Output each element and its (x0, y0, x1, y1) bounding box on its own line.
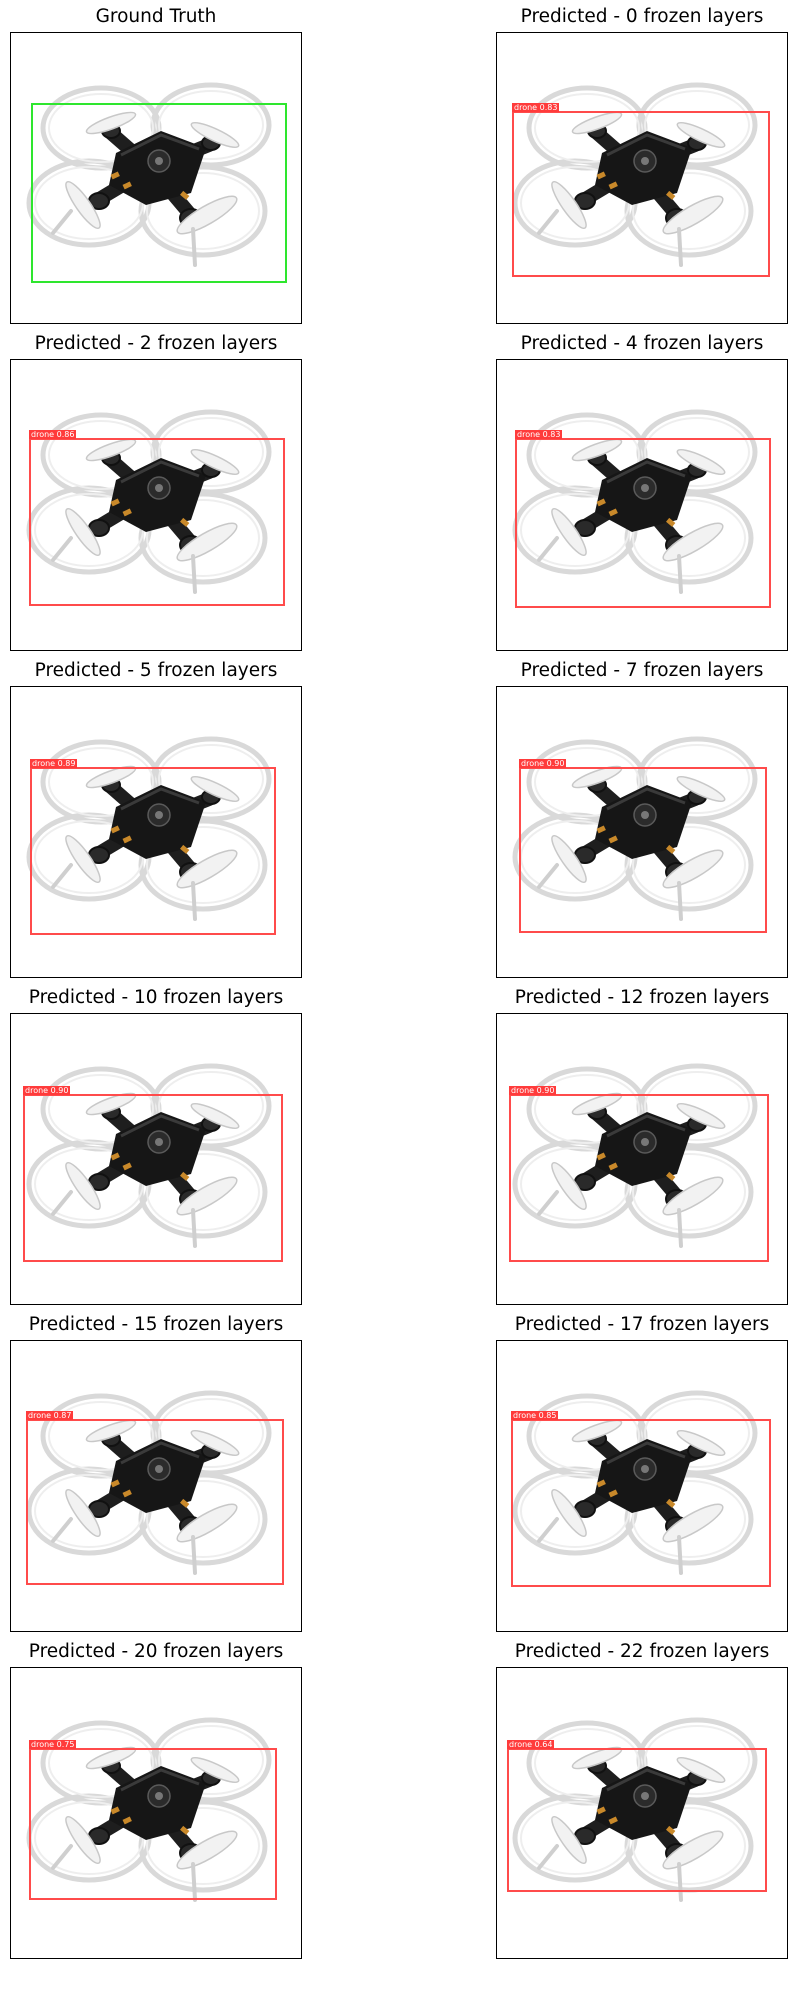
image-frame: drone 0.87 (10, 1340, 302, 1632)
drone-image (512, 1063, 758, 1248)
panel-title: Predicted - 20 frozen layers (28, 1641, 284, 1662)
confidence-label: drone 0.85 (511, 1411, 559, 1420)
panel-title: Predicted - 12 frozen layers (514, 987, 770, 1008)
image-frame: drone 0.85 (496, 1340, 788, 1632)
confidence-label: drone 0.86 (29, 430, 77, 439)
image-frame (10, 32, 302, 324)
confidence-label: drone 0.64 (507, 1740, 555, 1749)
drone-image (26, 82, 272, 267)
panel-prediction: Predicted - 0 frozen layers (496, 0, 788, 325)
panel-prediction: Predicted - 17 frozen layers (496, 1308, 788, 1633)
prediction-box: drone 0.64 (507, 1740, 767, 1892)
image-frame: drone 0.75 (10, 1667, 302, 1959)
prediction-box: drone 0.83 (512, 103, 770, 277)
drone-image (512, 409, 758, 594)
panel-prediction: Predicted - 5 frozen layers (10, 654, 302, 979)
prediction-box: drone 0.75 (29, 1740, 277, 1900)
image-frame: drone 0.83 (496, 359, 788, 651)
panel-title: Predicted - 7 frozen layers (520, 660, 764, 681)
confidence-label: drone 0.83 (512, 103, 560, 112)
panel-title: Predicted - 0 frozen layers (520, 6, 764, 27)
drone-image (26, 409, 272, 594)
prediction-box: drone 0.90 (519, 759, 767, 933)
prediction-box: drone 0.86 (29, 430, 285, 606)
confidence-label: drone 0.75 (29, 1740, 77, 1749)
drone-image (26, 1717, 272, 1902)
panel-title: Predicted - 10 frozen layers (28, 987, 284, 1008)
panel-prediction: Predicted - 7 frozen layers (496, 654, 788, 979)
panel-title: Predicted - 5 frozen layers (34, 660, 278, 681)
prediction-box: drone 0.89 (30, 759, 276, 935)
image-frame: drone 0.90 (496, 686, 788, 978)
confidence-label: drone 0.90 (519, 759, 567, 768)
image-frame: drone 0.64 (496, 1667, 788, 1959)
panel-title: Ground Truth (95, 6, 217, 27)
panel-prediction: Predicted - 12 frozen layers (496, 981, 788, 1306)
image-frame: drone 0.86 (10, 359, 302, 651)
drone-image (512, 1717, 758, 1902)
panel-prediction: Predicted - 10 frozen layers (10, 981, 302, 1306)
drone-image (26, 1390, 272, 1575)
image-frame: drone 0.89 (10, 686, 302, 978)
drone-image (512, 736, 758, 921)
panel-title: Predicted - 2 frozen layers (34, 333, 278, 354)
panel-prediction: Predicted - 22 frozen layers (496, 1635, 788, 1960)
drone-image (512, 1390, 758, 1575)
panel-prediction: Predicted - 2 frozen layers (10, 327, 302, 652)
prediction-box: drone 0.90 (509, 1086, 769, 1262)
confidence-label: drone 0.87 (26, 1411, 74, 1420)
ground-truth-box (31, 103, 287, 283)
image-frame: drone 0.90 (10, 1013, 302, 1305)
prediction-box: drone 0.87 (26, 1411, 284, 1585)
image-frame: drone 0.90 (496, 1013, 788, 1305)
image-frame: drone 0.83 (496, 32, 788, 324)
panel-prediction: Predicted - 4 frozen layers (496, 327, 788, 652)
prediction-box: drone 0.90 (23, 1086, 283, 1262)
drone-image (26, 736, 272, 921)
panel-title: Predicted - 22 frozen layers (514, 1641, 770, 1662)
prediction-box: drone 0.83 (515, 430, 771, 608)
panel-prediction: Predicted - 20 frozen layers (10, 1635, 302, 1960)
panel-title: Predicted - 17 frozen layers (514, 1314, 770, 1335)
panel-ground-truth: Ground Truth (10, 0, 302, 325)
drone-image (512, 82, 758, 267)
prediction-box: drone 0.85 (511, 1411, 771, 1587)
confidence-label: drone 0.90 (509, 1086, 557, 1095)
panel-title: Predicted - 15 frozen layers (28, 1314, 284, 1335)
confidence-label: drone 0.89 (30, 759, 78, 768)
confidence-label: drone 0.90 (23, 1086, 71, 1095)
panel-title: Predicted - 4 frozen layers (520, 333, 764, 354)
confidence-label: drone 0.83 (515, 430, 563, 439)
panel-prediction: Predicted - 15 frozen layers (10, 1308, 302, 1633)
